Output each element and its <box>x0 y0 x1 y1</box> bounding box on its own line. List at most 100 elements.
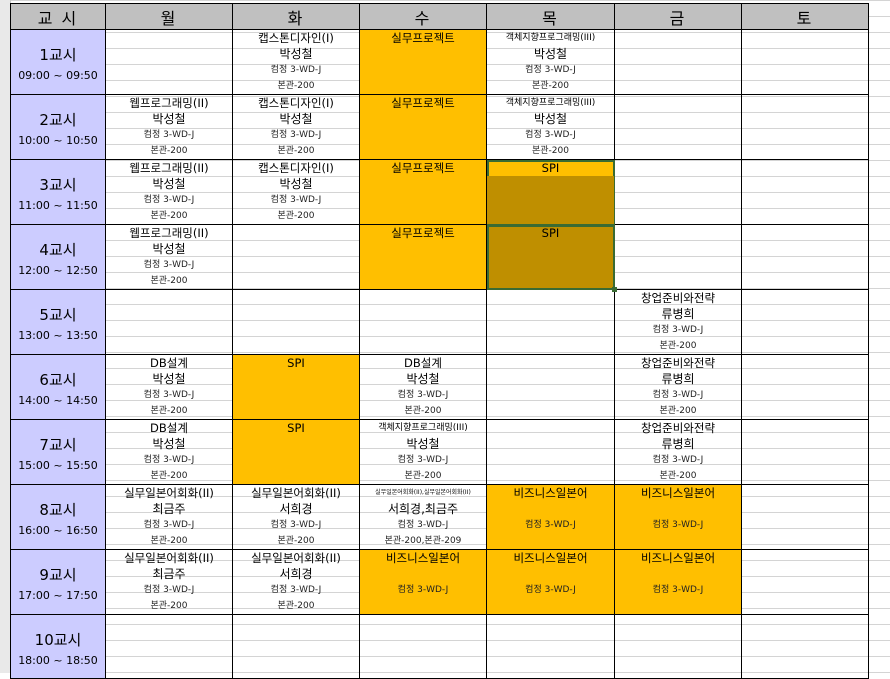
header-day-tue[interactable]: 화 <box>232 3 360 30</box>
building-room: 본관-200 <box>277 536 315 546</box>
class-cell-fri[interactable]: 창업준비와전략 류병희 컴정 3-WD-J 본관-200 <box>614 419 742 485</box>
class-cell-mon[interactable]: 웹프로그래밍(II) 박성철 컴정 3-WD-J 본관-200 <box>105 224 233 290</box>
class-cell-thu[interactable] <box>486 354 615 420</box>
class-cell-fri[interactable]: 창업준비와전략 류병희 컴정 3-WD-J 본관-200 <box>614 289 742 355</box>
class-cell-tue[interactable] <box>232 224 360 290</box>
class-cell-tue[interactable]: 캡스톤디자인(I) 박성철 컴정 3-WD-J 본관-200 <box>232 94 360 160</box>
period-cell[interactable]: 4교시 12:00 ~ 12:50 <box>10 224 106 290</box>
period-label: 9교시 <box>39 566 77 584</box>
class-cell-wed[interactable]: 실무일본어회화(II),실무일본어회화(II) 서희경,최금주 컴정 3-WD-J 본… <box>359 484 487 550</box>
class-cell-mon[interactable]: DB설계 박성철 컴정 3-WD-J 본관-200 <box>105 354 233 420</box>
class-cell-fri[interactable]: 비즈니스일본어 컴정 3-WD-J <box>614 549 742 615</box>
class-cell-wed[interactable]: 비즈니스일본어 컴정 3-WD-J <box>359 549 487 615</box>
instructor-name: 서희경 <box>279 567 313 581</box>
class-cell-wed[interactable] <box>359 289 487 355</box>
class-cell-tue[interactable]: 캡스톤디자인(I) 박성철 컴정 3-WD-J 본관-200 <box>232 159 360 225</box>
class-cell-wed[interactable] <box>359 614 487 679</box>
instructor-name: 박성철 <box>279 47 313 61</box>
class-cell-thu[interactable]: 비즈니스일본어 컴정 3-WD-J <box>486 549 615 615</box>
header-period[interactable]: 교 시 <box>10 3 106 30</box>
class-cell-tue[interactable]: 캡스톤디자인(I) 박성철 컴정 3-WD-J 본관-200 <box>232 29 360 95</box>
class-cell-thu[interactable]: SPI <box>486 159 615 225</box>
class-cell-sat[interactable] <box>741 419 869 485</box>
course-name: 비즈니스일본어 <box>640 486 716 500</box>
course-name: 객체지향프로그래밍(III) <box>378 423 468 433</box>
period-cell[interactable]: 2교시 10:00 ~ 10:50 <box>10 94 106 160</box>
class-cell-mon[interactable]: 웹프로그래밍(II) 박성철 컴정 3-WD-J 본관-200 <box>105 159 233 225</box>
class-cell-wed[interactable]: DB설계 박성철 컴정 3-WD-J 본관-200 <box>359 354 487 420</box>
class-cell-tue[interactable]: SPI <box>232 354 360 420</box>
class-cell-thu[interactable]: 객체지향프로그래밍(III) 박성철 컴정 3-WD-J 본관-200 <box>486 29 615 95</box>
class-cell-thu[interactable] <box>486 289 615 355</box>
class-cell-wed[interactable]: 실무프로젝트 <box>359 94 487 160</box>
building-room: 본관-200 <box>277 211 315 221</box>
period-cell[interactable]: 3교시 11:00 ~ 11:50 <box>10 159 106 225</box>
class-cell-mon[interactable]: 실무일본어회화(II) 최금주 컴정 3-WD-J 본관-200 <box>105 484 233 550</box>
class-cell-fri[interactable]: 비즈니스일본어 컴정 3-WD-J <box>614 484 742 550</box>
class-cell-sat[interactable] <box>741 29 869 95</box>
instructor-name: 서희경 <box>279 502 313 516</box>
period-time: 10:00 ~ 10:50 <box>18 134 98 147</box>
instructor-name <box>488 501 614 517</box>
period-cell[interactable]: 5교시 13:00 ~ 13:50 <box>10 289 106 355</box>
class-cell-fri[interactable] <box>614 29 742 95</box>
header-day-thu[interactable]: 목 <box>486 3 615 30</box>
building-room: 본관-200,본관-209 <box>384 536 462 546</box>
class-cell-tue[interactable] <box>232 614 360 679</box>
class-cell-sat[interactable] <box>741 354 869 420</box>
header-day-mon[interactable]: 월 <box>105 3 233 30</box>
fill-handle[interactable] <box>611 286 617 292</box>
class-cell-mon[interactable]: 웹프로그래밍(II) 박성철 컴정 3-WD-J 본관-200 <box>105 94 233 160</box>
class-cell-sat[interactable] <box>741 224 869 290</box>
class-cell-fri[interactable] <box>614 94 742 160</box>
period-cell[interactable]: 1교시 09:00 ~ 09:50 <box>10 29 106 95</box>
instructor-name: 류병희 <box>661 307 695 321</box>
class-cell-tue[interactable] <box>232 289 360 355</box>
class-cell-wed[interactable]: 실무프로젝트 <box>359 29 487 95</box>
class-cell-sat[interactable] <box>741 289 869 355</box>
class-cell-mon[interactable] <box>105 289 233 355</box>
header-day-wed[interactable]: 수 <box>359 3 487 30</box>
class-cell-sat[interactable] <box>741 549 869 615</box>
table-row: 3교시 11:00 ~ 11:50 웹프로그래밍(II) 박성철 컴정 3-WD-J 본관… <box>10 159 869 225</box>
class-cell-mon[interactable]: DB설계 박성철 컴정 3-WD-J 본관-200 <box>105 419 233 485</box>
class-cell-wed[interactable]: 실무프로젝트 <box>359 224 487 290</box>
class-cell-tue[interactable]: 실무일본어회화(II) 서희경 컴정 3-WD-J 본관-200 <box>232 484 360 550</box>
period-cell[interactable]: 6교시 14:00 ~ 14:50 <box>10 354 106 420</box>
class-cell-thu[interactable] <box>486 419 615 485</box>
class-cell-tue[interactable]: SPI <box>232 419 360 485</box>
room-code: 컴정 3-WD-J <box>270 585 322 595</box>
class-cell-thu[interactable]: 객체지향프로그래밍(III) 박성철 컴정 3-WD-J 본관-200 <box>486 94 615 160</box>
class-cell-wed[interactable]: 실무프로젝트 <box>359 159 487 225</box>
room-code: 컴정 3-WD-J <box>652 390 704 400</box>
course-name: 실무프로젝트 <box>391 96 455 110</box>
class-cell-thu[interactable] <box>486 614 615 679</box>
class-cell-fri[interactable] <box>614 614 742 679</box>
class-cell-tue[interactable]: 실무일본어회화(II) 서희경 컴정 3-WD-J 본관-200 <box>232 549 360 615</box>
class-cell-mon[interactable] <box>105 29 233 95</box>
period-time: 14:00 ~ 14:50 <box>18 394 98 407</box>
class-cell-sat[interactable] <box>741 159 869 225</box>
class-cell-fri[interactable] <box>614 224 742 290</box>
class-cell-sat[interactable] <box>741 614 869 679</box>
class-cell-thu[interactable]: SPI <box>486 224 615 290</box>
period-cell[interactable]: 8교시 16:00 ~ 16:50 <box>10 484 106 550</box>
course-name: 비즈니스일본어 <box>513 486 588 500</box>
class-cell-sat[interactable] <box>741 484 869 550</box>
period-time: 13:00 ~ 13:50 <box>18 329 98 342</box>
class-cell-fri[interactable]: 창업준비와전략 류병희 컴정 3-WD-J 본관-200 <box>614 354 742 420</box>
building-room: 본관-200 <box>404 471 442 481</box>
class-cell-mon[interactable]: 실무일본어회화(II) 최금주 컴정 3-WD-J 본관-200 <box>105 549 233 615</box>
period-cell[interactable]: 9교시 17:00 ~ 17:50 <box>10 549 106 615</box>
class-cell-sat[interactable] <box>741 94 869 160</box>
class-cell-fri[interactable] <box>614 159 742 225</box>
period-cell[interactable]: 10교시 18:00 ~ 18:50 <box>10 614 106 679</box>
class-cell-mon[interactable] <box>105 614 233 679</box>
class-cell-wed[interactable]: 객체지향프로그래밍(III) 박성철 컴정 3-WD-J 본관-200 <box>359 419 487 485</box>
header-day-fri[interactable]: 금 <box>614 3 742 30</box>
instructor-name: 박성철 <box>152 112 186 126</box>
period-cell[interactable]: 7교시 15:00 ~ 15:50 <box>10 419 106 485</box>
class-cell-thu[interactable]: 비즈니스일본어 컴정 3-WD-J <box>486 484 615 550</box>
instructor-name: 박성철 <box>279 177 313 191</box>
header-day-sat[interactable]: 토 <box>741 3 869 30</box>
